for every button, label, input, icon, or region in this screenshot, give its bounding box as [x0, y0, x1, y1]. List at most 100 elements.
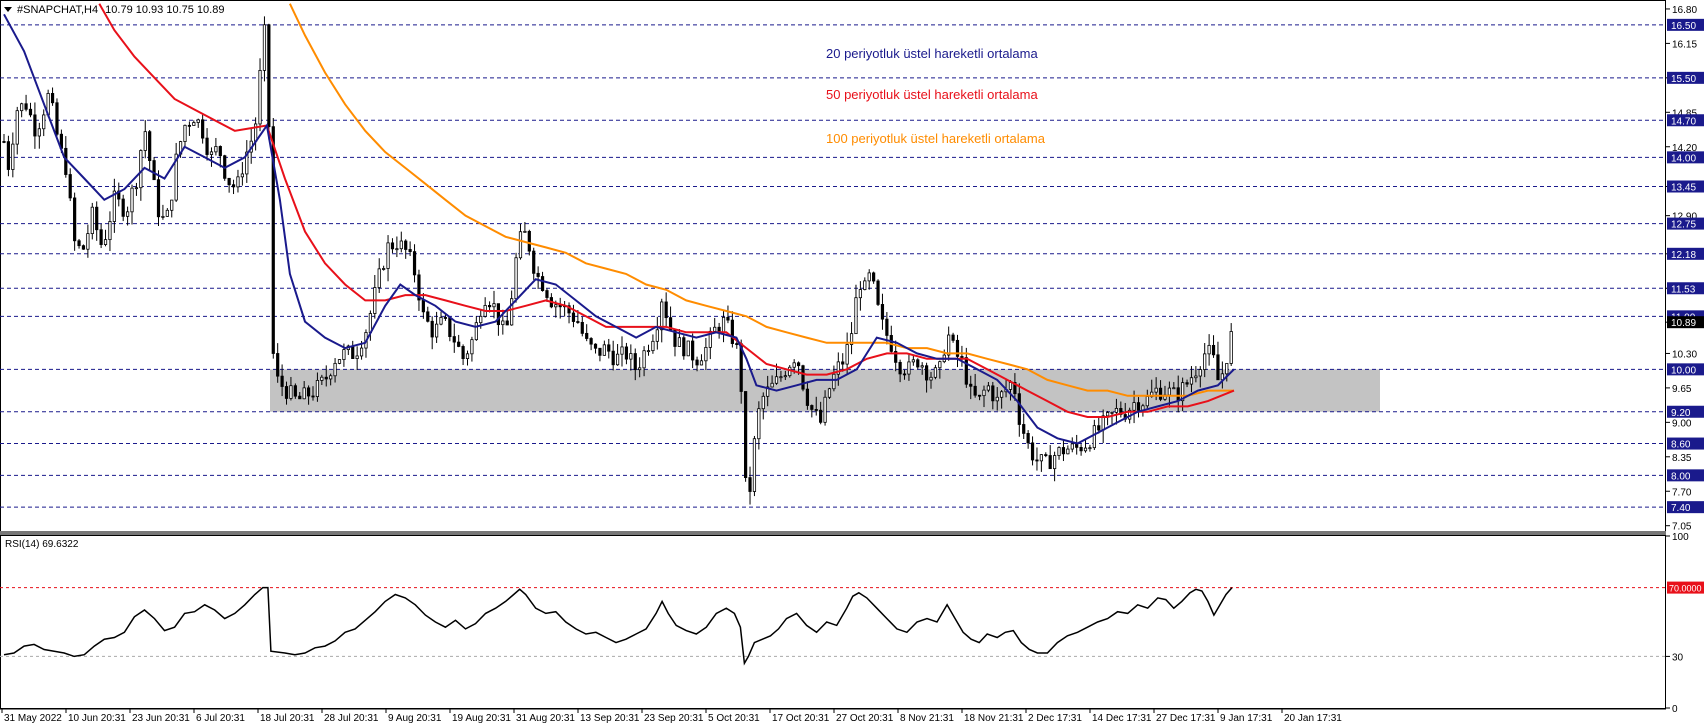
candle-body	[624, 346, 629, 360]
candle-body	[964, 357, 968, 385]
level-label: 13.45	[1671, 183, 1696, 194]
candle-body	[1229, 331, 1233, 364]
candle-body	[501, 320, 505, 326]
svg-text:#SNAPCHAT,H4 10.79 10.93 1: #SNAPCHAT,H4 10.79 10.93 10.75 10.89	[17, 4, 224, 16]
candle-body	[947, 334, 951, 356]
candle-body	[280, 375, 284, 387]
main-panel: 16.80 16.15 15.50 14.85 14.20 13.45 12.90 12.18…	[0, 0, 1704, 533]
rsi-panel: 100 70.0000 30 0 RSI(14) 69.6322	[0, 532, 1704, 715]
rsi-tick-label: 0	[1672, 704, 1678, 715]
level-label: 14.00	[1671, 153, 1696, 164]
candle-body	[421, 299, 425, 313]
candle-body	[845, 344, 849, 365]
candle-body	[1198, 369, 1202, 377]
candle-body	[810, 405, 814, 410]
candle-body	[880, 304, 885, 320]
candle-body	[2, 141, 6, 143]
candle-body	[505, 320, 509, 326]
candle-body	[112, 190, 116, 222]
candle-body	[1105, 412, 1110, 417]
candle-body	[1079, 447, 1083, 452]
candle-body	[646, 350, 651, 353]
candle-body	[805, 388, 810, 406]
candle-body	[854, 297, 858, 335]
candle-body	[730, 319, 734, 344]
candle-body	[1145, 396, 1149, 407]
time-tick-label: 31 Aug 20:31	[516, 713, 575, 724]
candle-body	[320, 376, 324, 381]
candle-body	[426, 311, 430, 322]
candle-body	[620, 346, 624, 355]
candle-body	[236, 176, 240, 188]
time-tick-label: 8 Nov 21:31	[900, 713, 954, 724]
candle-body	[1013, 382, 1017, 395]
candle-body	[1207, 344, 1211, 355]
candle-body	[1035, 459, 1039, 462]
level-label: 7.40	[1671, 503, 1691, 514]
candle-body	[713, 326, 717, 332]
candle-body	[580, 321, 584, 334]
candle-body	[143, 131, 147, 151]
panel-separator[interactable]	[0, 531, 1666, 535]
candle-body	[1092, 425, 1096, 449]
candle-body	[170, 199, 174, 211]
candle-body	[721, 316, 726, 333]
candle-body	[894, 351, 898, 363]
candle-body	[660, 301, 664, 331]
candle-body	[412, 251, 417, 276]
symbol-label: #SNAPCHAT,H4	[17, 4, 98, 16]
time-tick-label: 31 May 2022	[4, 713, 62, 724]
candle-body	[969, 383, 973, 387]
price-tick-label: 9.00	[1672, 418, 1692, 429]
candle-body	[554, 304, 558, 308]
candle-body	[567, 305, 571, 314]
candle-body	[435, 323, 439, 338]
candle-body	[11, 143, 15, 170]
candle-body	[355, 355, 359, 359]
candle-body	[545, 290, 549, 298]
ema-20-line	[3, 13, 1235, 445]
time-tick-label: 10 Jun 20:31	[68, 713, 126, 724]
candle-body	[863, 280, 867, 290]
candle-body	[1189, 377, 1194, 385]
candle-body	[858, 289, 862, 299]
price-tick-label: 7.70	[1672, 487, 1692, 498]
dropdown-triangle-icon[interactable]	[4, 7, 12, 12]
candle-body	[872, 272, 876, 282]
candle-body	[651, 340, 655, 352]
candle-body	[982, 389, 986, 397]
candle-body	[801, 365, 805, 390]
candle-body	[448, 317, 452, 337]
candle-body	[103, 239, 108, 245]
legend-ema-20: 20 periyotluk üstel hareketli ortalama	[826, 46, 1038, 61]
horizontal-levels	[0, 24, 1666, 508]
time-axis: 31 May 2022 10 Jun 20:31 23 Jun 20:31 6 Jul…	[1, 709, 1342, 724]
candle-body	[1044, 454, 1048, 457]
candle-body	[955, 339, 960, 357]
candle-body	[814, 409, 818, 411]
candle-body	[227, 177, 231, 186]
candle-body	[1216, 354, 1220, 381]
candle-body	[15, 110, 19, 145]
time-tick-label: 9 Aug 20:31	[388, 713, 442, 724]
candle-body	[933, 367, 938, 378]
candle-body	[306, 387, 311, 397]
candle-body	[205, 137, 209, 155]
candle-body	[1070, 443, 1074, 450]
level-label: 8.00	[1671, 471, 1691, 482]
price-tick-label: 9.65	[1672, 384, 1692, 395]
candle-body	[510, 298, 514, 326]
candle-body	[717, 326, 721, 333]
candle-body	[1185, 382, 1189, 385]
candle-body	[201, 119, 205, 139]
candles	[2, 16, 1233, 505]
candle-body	[841, 361, 845, 365]
candle-body	[64, 147, 68, 175]
candle-body	[187, 124, 192, 127]
candle-body	[726, 316, 730, 321]
level-label: 16.50	[1671, 21, 1696, 32]
candle-body	[183, 124, 187, 142]
candle-body	[33, 114, 37, 137]
candle-body	[121, 198, 125, 217]
